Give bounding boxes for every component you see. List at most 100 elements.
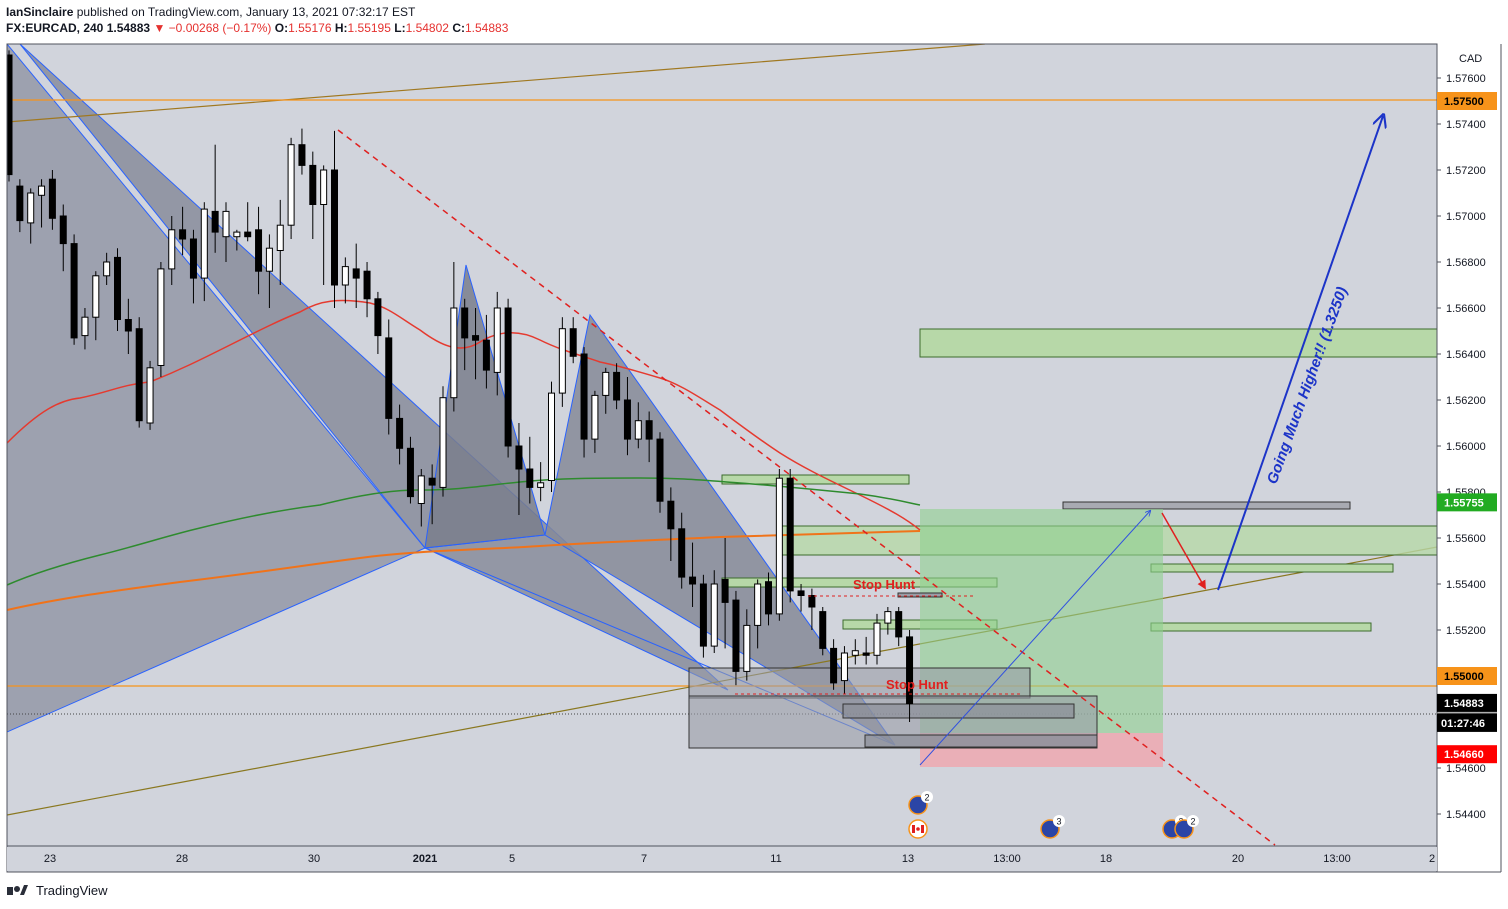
price-tag: 1.54883 — [1437, 693, 1497, 712]
price-tag-bg — [1437, 693, 1497, 712]
price-tick-label: 1.56800 — [1446, 257, 1486, 269]
candle-body — [558, 328, 566, 394]
candle — [92, 271, 100, 341]
candle-body — [699, 583, 707, 647]
price-tag: 1.55000 — [1437, 667, 1497, 685]
candle-body — [16, 185, 24, 222]
event-badge-4: 2 — [1190, 817, 1195, 827]
tradingview-logo-icon[interactable] — [6, 883, 30, 897]
candle-body — [189, 238, 197, 279]
stop-hunt-label-2: Stop Hunt — [886, 677, 949, 692]
candle-body — [797, 590, 805, 597]
pattern-xb-line — [424, 534, 546, 549]
time-axis[interactable] — [7, 847, 1437, 871]
candle — [678, 512, 686, 589]
candle — [645, 411, 653, 463]
projection-up-big — [1217, 116, 1383, 591]
dashed-downtrend-line — [337, 129, 1276, 846]
candle — [81, 308, 89, 350]
zone-right-2 — [1150, 622, 1372, 632]
candle-body — [168, 229, 176, 270]
candle-body — [634, 420, 642, 440]
candle-body — [92, 275, 100, 318]
countdown-bg — [1437, 713, 1497, 732]
candle-body — [385, 337, 393, 419]
candle — [667, 487, 675, 561]
candle — [16, 179, 24, 233]
event-icon-eu-1[interactable]: 2 — [908, 791, 933, 815]
candle-body — [862, 652, 870, 656]
candle — [775, 469, 783, 621]
price-tag-bg — [1437, 92, 1497, 110]
candle-body — [363, 270, 371, 300]
high-label: H: — [334, 21, 348, 35]
candle-body — [493, 307, 501, 373]
price-tag-bg — [1437, 667, 1497, 685]
candle-body — [819, 611, 827, 649]
ma-red — [7, 299, 921, 531]
candle-body — [157, 268, 165, 366]
time-tick-label: 30 — [308, 853, 320, 865]
candle — [27, 188, 35, 244]
candles — [7, 50, 914, 722]
candle — [135, 317, 143, 428]
price-tag-label: 1.54883 — [1444, 698, 1484, 710]
author-name[interactable]: IanSinclaire — [6, 5, 74, 19]
candle — [396, 404, 404, 465]
candle — [287, 137, 295, 239]
candle-body — [428, 477, 436, 486]
time-tick-label: 5 — [509, 853, 515, 865]
price-tick-label: 1.56000 — [1446, 441, 1486, 453]
candle-body — [265, 247, 273, 272]
time-tick-label: 2 — [1429, 853, 1435, 865]
candle-body — [27, 192, 35, 224]
pattern-triangle-large — [7, 44, 426, 733]
candle — [352, 243, 360, 308]
price-tick-label: 1.56400 — [1446, 349, 1486, 361]
candle-body — [331, 169, 338, 286]
price-axis[interactable] — [1437, 44, 1501, 872]
candle — [103, 252, 111, 285]
candle-body — [602, 371, 610, 396]
footer: TradingView — [6, 880, 108, 900]
candle-body — [276, 224, 284, 251]
candle-body — [667, 500, 675, 530]
demand-box-3 — [842, 703, 1075, 719]
price-tick-label: 1.54600 — [1446, 763, 1486, 775]
candle — [732, 590, 740, 686]
event-icon-ca[interactable] — [908, 819, 928, 839]
projection-up-thin — [919, 511, 1150, 766]
candle — [504, 298, 512, 458]
candle-body — [895, 611, 903, 638]
time-tick-label: 23 — [44, 853, 56, 865]
candle — [558, 317, 566, 407]
candle — [569, 317, 577, 364]
price-tick-label: 1.57000 — [1446, 211, 1486, 223]
candle — [385, 319, 393, 435]
candle-body — [81, 316, 89, 337]
tradingview-brand[interactable]: TradingView — [36, 882, 108, 898]
candle — [265, 234, 273, 308]
candle — [233, 229, 241, 251]
close-label: C: — [452, 21, 465, 35]
change-value: −0.00268 (−0.17%) — [168, 21, 272, 35]
candle — [200, 202, 208, 302]
price-tick-label: 1.55200 — [1446, 625, 1486, 637]
event-icon-eu-2[interactable]: 3 — [1040, 815, 1065, 839]
candle — [634, 402, 642, 449]
time-tick-label: 28 — [176, 853, 188, 865]
candle — [873, 613, 881, 665]
published-info: published on TradingView.com, January 13… — [76, 5, 416, 19]
stop-hunt-label-1: Stop Hunt — [853, 577, 916, 592]
event-icon-eu-4[interactable]: 2 — [1174, 815, 1199, 839]
candle-body — [103, 261, 111, 277]
candle-body — [743, 624, 751, 672]
price-tick-label: 1.57600 — [1446, 73, 1486, 85]
candle-body — [298, 144, 306, 166]
candle-body — [38, 185, 46, 196]
candle-body — [580, 353, 588, 440]
price-chart[interactable]: Stop Hunt Stop Hunt Going Much Higher!! … — [0, 0, 1508, 880]
candle — [721, 538, 729, 649]
chart-header: IanSinclaire published on TradingView.co… — [6, 4, 508, 36]
symbol-label[interactable]: FX:EURCAD, 240 — [6, 21, 104, 35]
